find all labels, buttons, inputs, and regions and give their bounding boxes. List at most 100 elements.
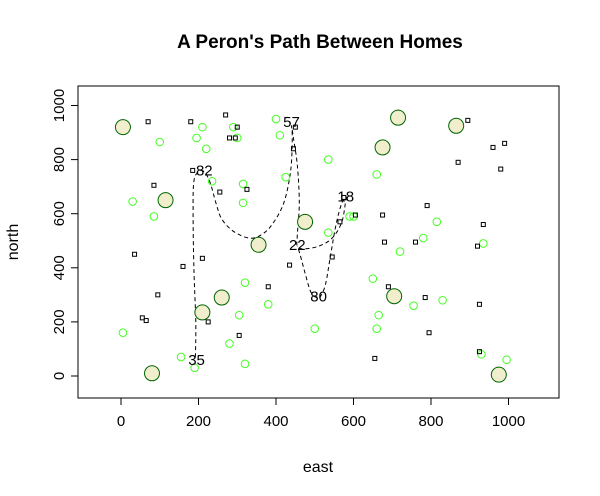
- square-point: [337, 219, 343, 225]
- square-point: [476, 301, 482, 307]
- y-tick-label: 1000: [51, 89, 68, 122]
- square-point: [139, 315, 145, 321]
- green-point: [192, 133, 201, 143]
- x-axis-label: east: [303, 459, 334, 476]
- green-point: [324, 155, 333, 164]
- path-layer: [192, 125, 348, 358]
- square-point: [265, 284, 271, 290]
- green-point: [324, 228, 333, 237]
- green-point: [409, 301, 418, 310]
- home-point: [297, 213, 314, 230]
- green-point: [128, 197, 137, 206]
- green-point: [374, 310, 383, 320]
- green-point: [238, 198, 248, 208]
- square-point: [352, 212, 358, 218]
- square-point: [292, 124, 298, 130]
- green-point: [418, 233, 428, 243]
- path-node-label: 57: [283, 114, 300, 131]
- square-point: [502, 140, 508, 146]
- square-point: [424, 203, 430, 209]
- square-point: [205, 319, 211, 325]
- path-node-label: 18: [337, 188, 354, 205]
- path-node-label: 80: [310, 289, 327, 306]
- square-point: [236, 332, 242, 338]
- green-point: [238, 179, 248, 189]
- square-point: [341, 194, 347, 200]
- path-node-label: 22: [289, 237, 306, 254]
- home-point: [114, 119, 131, 136]
- square-point: [217, 189, 223, 195]
- square-point: [422, 295, 428, 301]
- home-point: [157, 192, 174, 209]
- square-points-layer: [132, 112, 508, 361]
- y-axis-label: north: [5, 224, 22, 260]
- square-point: [287, 262, 293, 268]
- square-point: [232, 135, 238, 141]
- square-point: [480, 222, 486, 228]
- square-point: [413, 239, 418, 245]
- x-tick-label: 200: [186, 413, 211, 430]
- home-point: [374, 139, 391, 156]
- square-point: [498, 166, 504, 172]
- green-point: [432, 217, 442, 227]
- square-point: [234, 124, 240, 130]
- square-point: [465, 117, 471, 123]
- square-point: [476, 349, 482, 355]
- green-point: [240, 359, 250, 369]
- square-point: [223, 112, 229, 118]
- home-point: [386, 288, 403, 305]
- square-point: [380, 212, 386, 218]
- green-point: [395, 247, 405, 256]
- green-point: [234, 310, 244, 320]
- green-point: [275, 130, 285, 140]
- square-point: [455, 159, 461, 165]
- square-point: [382, 239, 387, 245]
- home-point: [194, 304, 211, 321]
- home-point: [390, 109, 407, 126]
- path-node-label: 82: [196, 163, 213, 180]
- square-point: [244, 186, 250, 192]
- green-point: [176, 352, 186, 362]
- chart-title: A Peron's Path Between Homes: [177, 32, 463, 53]
- green-point: [310, 324, 320, 333]
- square-point: [180, 263, 186, 269]
- y-tick-label: 0: [51, 372, 68, 380]
- square-point: [151, 182, 157, 188]
- y-tick-label: 400: [51, 255, 68, 280]
- green-point: [502, 355, 511, 365]
- x-tick-label: 800: [418, 413, 443, 430]
- square-point: [199, 255, 205, 261]
- travel-path-line: [192, 125, 348, 358]
- green-point: [198, 122, 207, 132]
- square-point: [188, 119, 194, 125]
- square-point: [132, 251, 138, 257]
- green-point: [372, 324, 382, 333]
- green-point: [155, 137, 165, 147]
- home-point: [448, 117, 465, 134]
- green-points-layer: [118, 114, 511, 373]
- home-point: [490, 366, 507, 383]
- square-point: [143, 318, 149, 324]
- x-tick-label: 600: [341, 413, 366, 430]
- home-point: [144, 365, 160, 382]
- homes-layer: [114, 109, 507, 383]
- square-point: [227, 135, 232, 141]
- green-point: [229, 122, 238, 132]
- green-point: [118, 328, 128, 338]
- green-point: [149, 212, 159, 221]
- y-axis: 0 200 400 600 800 1000: [51, 89, 79, 380]
- y-tick-label: 200: [51, 309, 68, 334]
- green-point: [225, 339, 234, 348]
- green-point: [479, 239, 488, 248]
- x-tick-label: 400: [263, 413, 288, 430]
- square-point: [190, 167, 196, 173]
- square-point: [490, 144, 496, 150]
- green-point: [190, 363, 199, 373]
- home-point: [250, 236, 267, 253]
- path-labels-layer: 35 82 57 22 80 18: [188, 114, 354, 369]
- square-point: [145, 119, 151, 125]
- green-point: [207, 176, 217, 186]
- green-point: [271, 114, 281, 124]
- path-node-label: 35: [188, 352, 205, 369]
